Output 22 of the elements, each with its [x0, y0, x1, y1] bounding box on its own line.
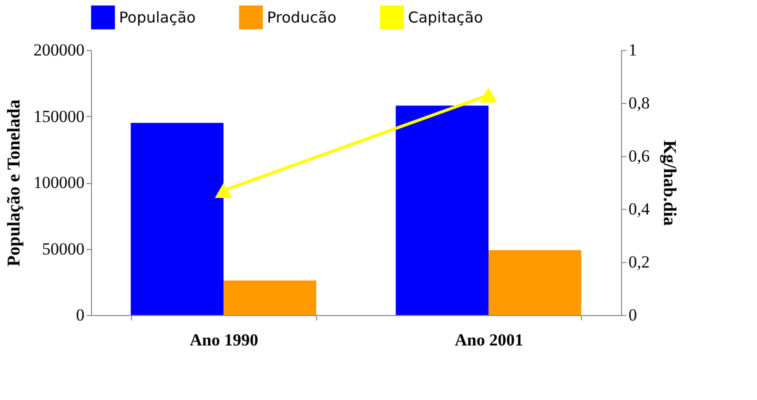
y2-axis-title: Kg/hab.dia [660, 140, 680, 226]
legend-label: Capitação [408, 8, 484, 26]
legend-label: Producão [267, 8, 336, 26]
y2-tick-label: 0,2 [628, 252, 650, 272]
y2-tick-label: 0,8 [628, 94, 650, 112]
bar [130, 122, 224, 315]
y-axis-title: População e Tonelada [4, 99, 24, 267]
x-tick-label: Ano 1990 [190, 330, 258, 350]
y2-tick-label: 0,4 [628, 200, 650, 218]
y-tick-label: 100000 [34, 173, 84, 192]
bar [396, 106, 488, 315]
y2-tick-label: 0,6 [628, 146, 650, 166]
y-tick-label: 0 [76, 306, 84, 324]
y-tick-label: 50000 [42, 239, 84, 258]
x-tick-label: Ano 2001 [454, 330, 524, 350]
bar [224, 280, 316, 315]
y-tick-label: 200000 [34, 40, 84, 60]
y-tick-label: 150000 [34, 106, 84, 126]
y2-tick-label: 1 [628, 40, 637, 60]
y2-tick-label: 0 [628, 306, 637, 324]
legend-label: População [119, 8, 196, 26]
bar [488, 250, 582, 315]
